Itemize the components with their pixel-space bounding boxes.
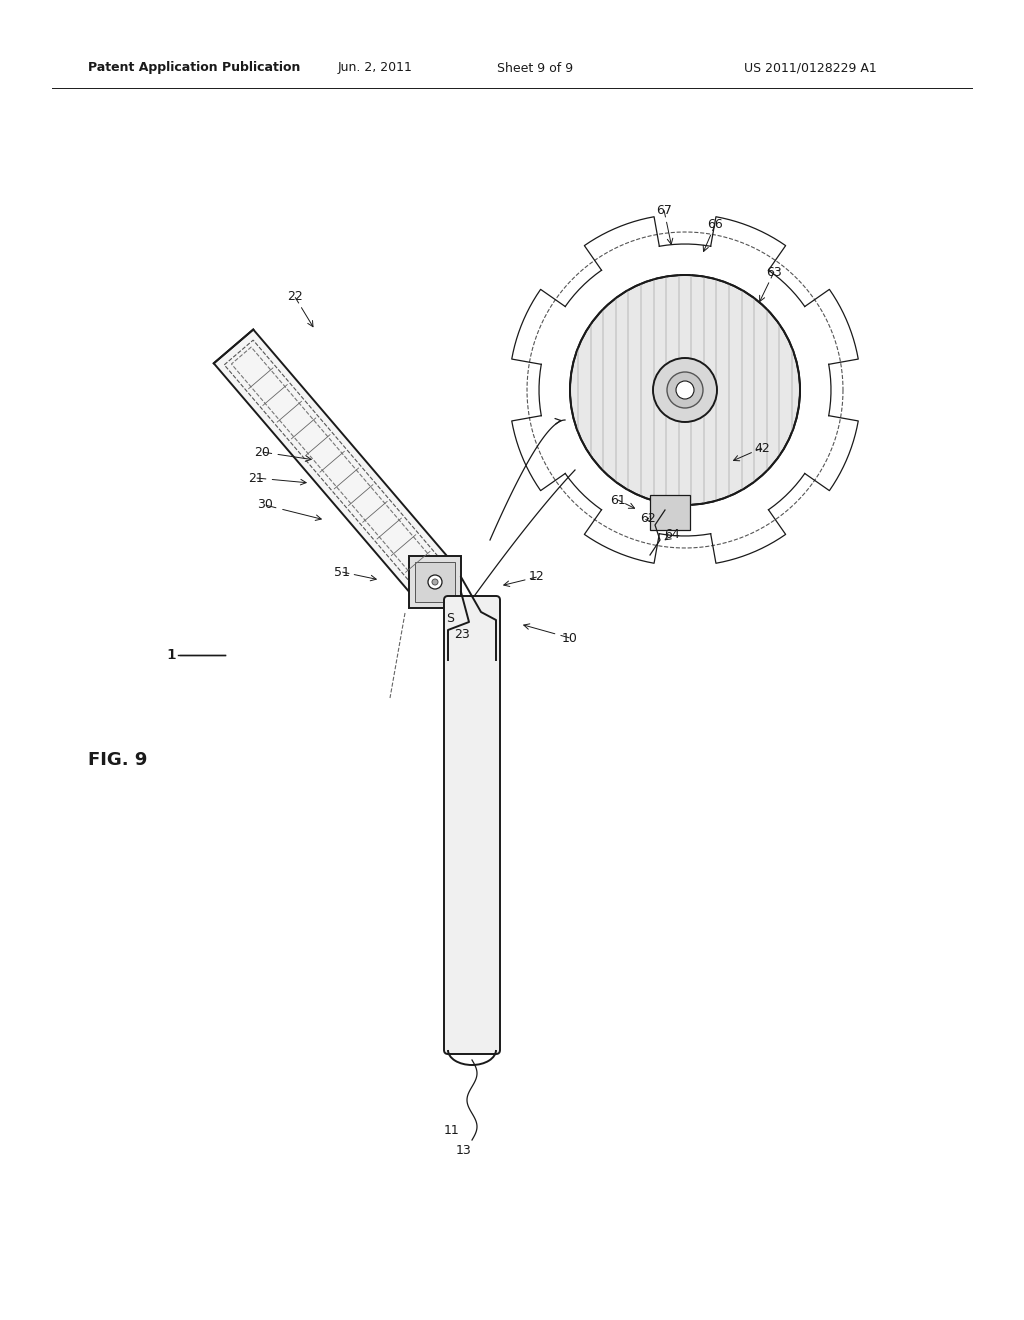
Circle shape: [428, 576, 442, 589]
Text: Patent Application Publication: Patent Application Publication: [88, 62, 300, 74]
FancyBboxPatch shape: [444, 597, 500, 1053]
Text: 22: 22: [287, 290, 303, 304]
Circle shape: [432, 579, 438, 585]
Text: 64: 64: [665, 528, 680, 541]
Circle shape: [667, 372, 703, 408]
Text: 61: 61: [610, 494, 626, 507]
Text: 21: 21: [248, 471, 264, 484]
Circle shape: [570, 275, 800, 506]
Text: 23: 23: [454, 628, 470, 642]
Text: Sheet 9 of 9: Sheet 9 of 9: [497, 62, 573, 74]
Text: Jun. 2, 2011: Jun. 2, 2011: [338, 62, 413, 74]
Text: 10: 10: [562, 631, 578, 644]
Polygon shape: [214, 330, 455, 599]
Text: 12: 12: [529, 570, 545, 583]
Text: 67: 67: [656, 203, 672, 216]
Circle shape: [676, 381, 694, 399]
Text: 1: 1: [168, 648, 176, 663]
FancyBboxPatch shape: [409, 556, 461, 609]
FancyBboxPatch shape: [415, 562, 455, 602]
FancyBboxPatch shape: [650, 495, 690, 531]
Text: 63: 63: [766, 265, 782, 279]
Text: 51: 51: [334, 565, 350, 578]
Text: 62: 62: [640, 511, 656, 524]
Text: 1: 1: [166, 648, 175, 663]
Text: 30: 30: [257, 499, 273, 511]
Text: US 2011/0128229 A1: US 2011/0128229 A1: [743, 62, 877, 74]
Text: FIG. 9: FIG. 9: [88, 751, 147, 770]
Text: 42: 42: [754, 441, 770, 454]
Circle shape: [653, 358, 717, 422]
Text: S: S: [446, 611, 454, 624]
Text: 66: 66: [708, 219, 723, 231]
Text: 11: 11: [444, 1123, 460, 1137]
Text: 20: 20: [254, 446, 270, 458]
Text: 13: 13: [456, 1143, 472, 1156]
